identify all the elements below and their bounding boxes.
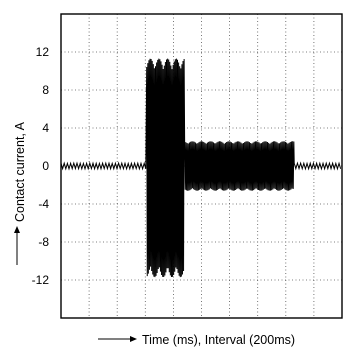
y-tick-label: 8: [42, 83, 49, 97]
y-tick-label: -4: [38, 197, 49, 211]
y-tick-labels: 12 8 4 0 -4 -8 -12: [32, 45, 50, 287]
waveform-group: [60, 58, 342, 278]
y-tick-label: -12: [32, 273, 50, 287]
y-axis-title: Contact current, A: [13, 121, 27, 222]
x-axis-arrow-head: [130, 336, 137, 342]
y-tick-label: 12: [36, 45, 50, 59]
y-axis-title-group: Contact current, A: [13, 121, 27, 222]
y-tick-label: -8: [38, 235, 49, 249]
y-tick-label: 0: [42, 159, 49, 173]
current-waveform-line: [60, 58, 342, 278]
plot-frame: [60, 13, 343, 319]
y-axis-arrow-head: [14, 226, 20, 233]
x-axis-title: Time (ms), Interval (200ms): [142, 333, 295, 347]
y-tick-label: 4: [42, 121, 49, 135]
